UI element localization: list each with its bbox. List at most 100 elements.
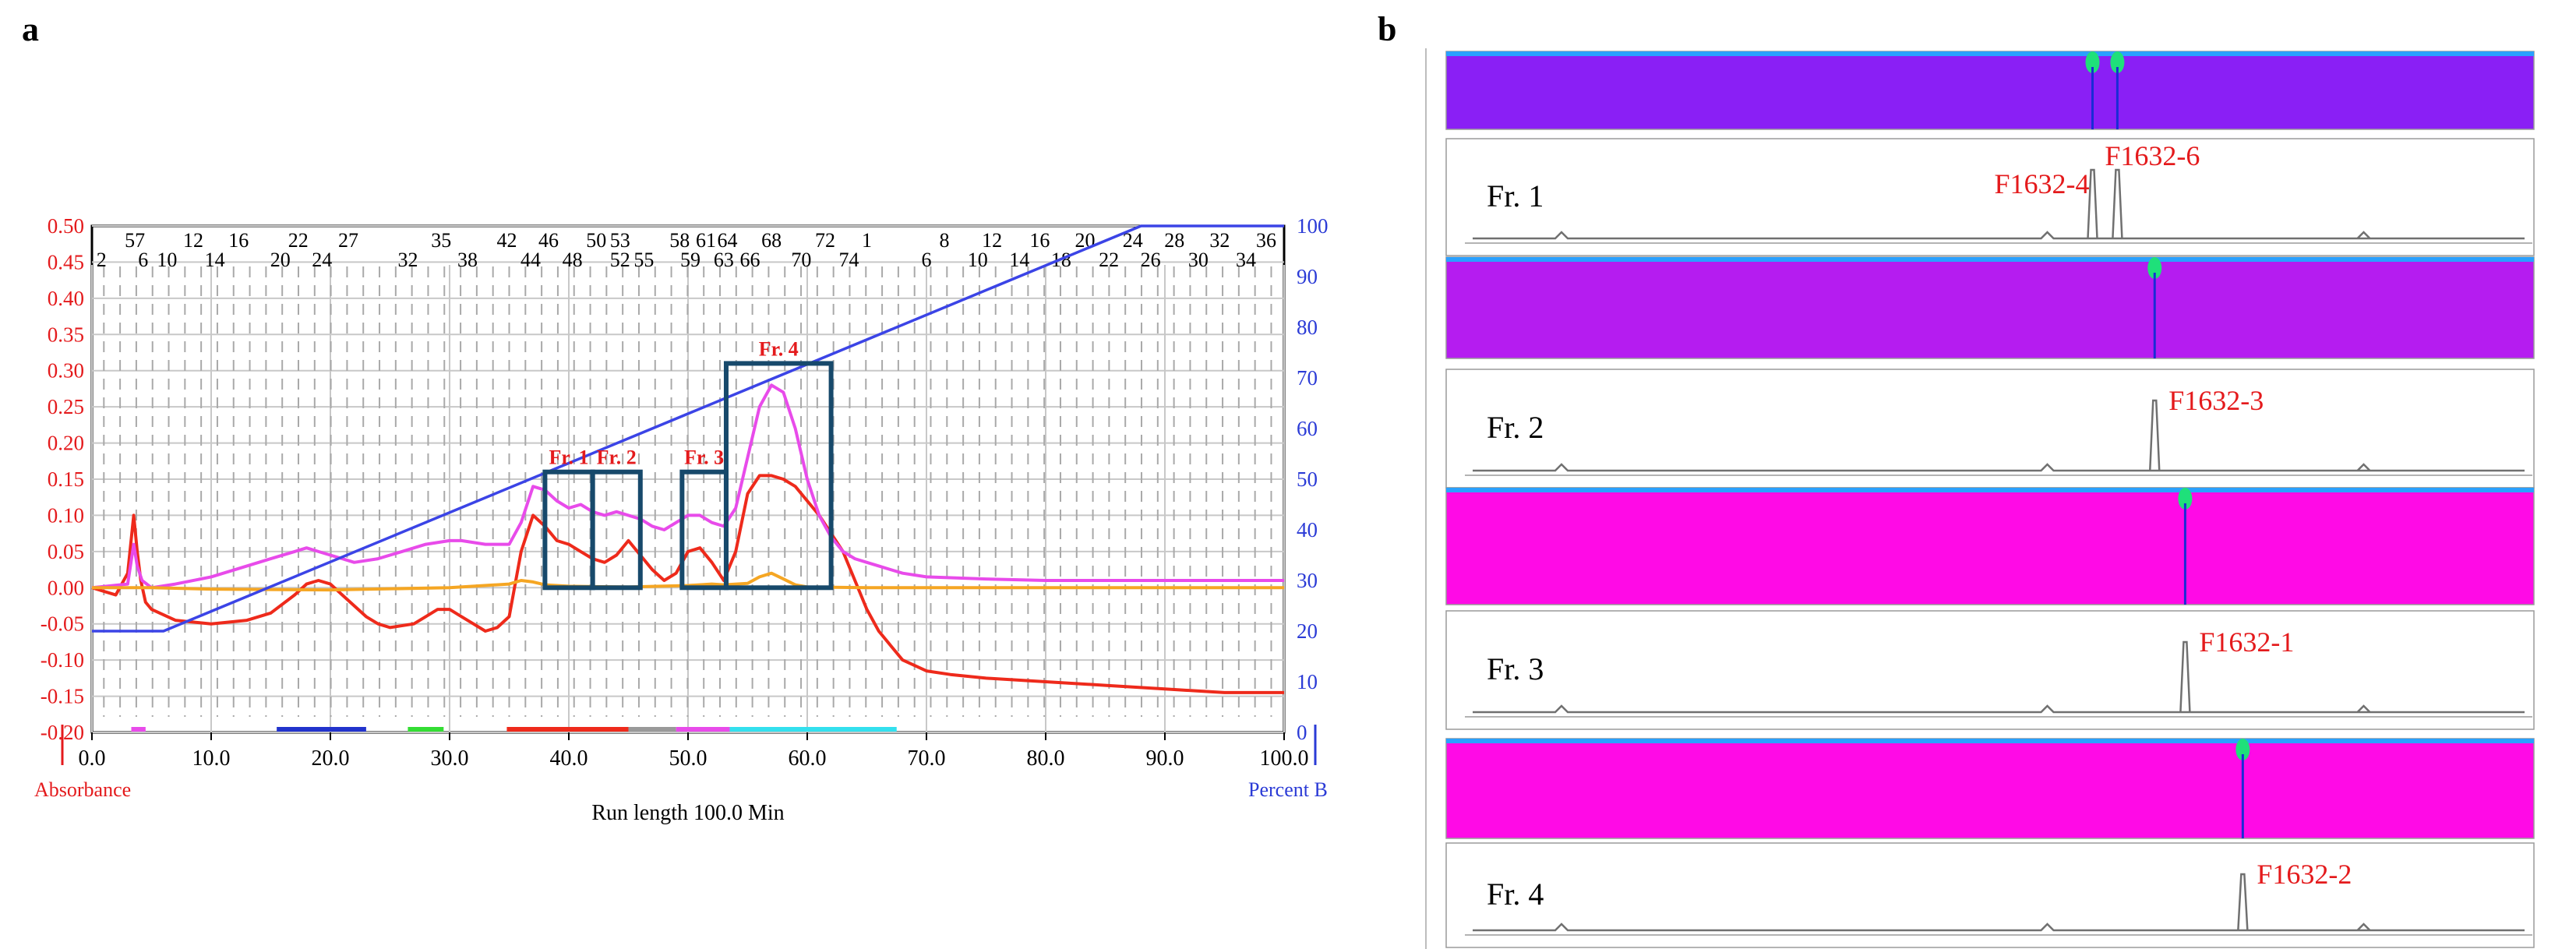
y-left-tick-label: -0.05 [41, 612, 84, 636]
y-right-tick-label: 50 [1297, 467, 1318, 491]
tube-label-bottom: 10 [968, 249, 988, 271]
y-left-tick-label: 0.15 [48, 467, 84, 491]
trace-line [1473, 640, 2525, 714]
tube-label-top: 28 [1164, 229, 1184, 252]
tube-label-top: 57 [125, 229, 145, 252]
tube-label-bottom: 20 [270, 249, 291, 271]
tube-label-top: 36 [1256, 229, 1276, 252]
y-right-tick-label: 0 [1297, 721, 1307, 744]
y-right-tick-label: 20 [1297, 619, 1318, 643]
tube-label-bottom: 59 [680, 249, 700, 271]
x-tick-label: 0.0 [79, 746, 106, 771]
fraction-box-label: Fr. 3 [684, 446, 724, 469]
y-left-tick-label: -0.10 [41, 648, 84, 672]
tube-label-bottom: 48 [563, 249, 583, 271]
heatmap-top-band [1446, 488, 2534, 492]
y-right-tick-label: 90 [1297, 265, 1318, 288]
tube-label-top: 72 [815, 229, 835, 252]
tube-label-top: 16 [228, 229, 249, 252]
tube-label-bottom: 32 [397, 249, 418, 271]
y-left-tick-label: 0.45 [48, 250, 84, 273]
fraction-name: Fr. 1 [1487, 178, 1544, 213]
y-left-tick-label: 0.10 [48, 503, 84, 527]
series-line-1 [91, 383, 1284, 590]
heatmap-peak-spot [2147, 257, 2162, 279]
x-tick-label: 100.0 [1260, 746, 1309, 771]
fraction-box [723, 361, 834, 591]
series-line-3 [92, 224, 1284, 633]
y-left-tick-label: 0.40 [48, 287, 84, 310]
trace-box [1445, 842, 2535, 948]
y-left-tick-label: 0.30 [48, 359, 84, 383]
trace-box [1445, 369, 2535, 489]
y-left-label: Absorbance [34, 778, 131, 801]
y-left-tick-label: 0.35 [48, 323, 84, 346]
tube-label-bottom: 70 [791, 249, 811, 271]
tube-label-top: 53 [610, 229, 630, 252]
x-tick-label: 60.0 [789, 746, 827, 771]
trace-line [1473, 873, 2525, 932]
trace-line [1473, 399, 2525, 472]
y-right-tick-label: 10 [1297, 670, 1318, 693]
panel-label-b: b [1378, 10, 1396, 48]
x-tick-label: 30.0 [431, 746, 469, 771]
y-left-tick-label: 0.05 [48, 540, 84, 563]
y-left-tick-label: 0.25 [48, 395, 84, 418]
tube-label-bottom: 52 [610, 249, 630, 271]
fraction-name: Fr. 4 [1487, 877, 1544, 912]
tube-label-bottom: 34 [1236, 249, 1256, 271]
tube-label-bottom: 14 [1009, 249, 1029, 271]
y-right-tick-label: 30 [1297, 569, 1318, 592]
heatmap-top-band [1446, 51, 2534, 56]
y-right-tick-label: 70 [1297, 366, 1318, 390]
heatmap-strip [1445, 256, 2535, 359]
x-axis-label: Run length 100.0 Min [591, 801, 784, 825]
heatmap-peak-spot [2178, 488, 2193, 510]
heatmap-top-band [1446, 739, 2534, 743]
x-tick-label: 70.0 [908, 746, 946, 771]
tube-label-bottom: 26 [1141, 249, 1161, 271]
tube-label-bottom: 10 [157, 249, 177, 271]
tube-label-top: 22 [288, 229, 309, 252]
tube-label-bottom: 74 [839, 249, 859, 271]
tube-label-bottom: 24 [312, 249, 332, 271]
peak-label: F1632-6 [2105, 140, 2200, 171]
fraction-box-label: Fr. 4 [759, 337, 799, 360]
y-right-tick-label: 40 [1297, 518, 1318, 542]
peak-label: F1632-2 [2257, 859, 2352, 890]
tube-markers: 57 12 16 22 27 35 42 46 50 53 58 61 64 68 72 1 8 12 16 20 24… [97, 229, 1276, 717]
heatmap-strip [1445, 738, 2535, 839]
tube-label-top: 68 [761, 229, 782, 252]
tube-label-top: 1 [862, 229, 872, 252]
trace-box [1445, 138, 2535, 256]
x-tick-label: 40.0 [550, 746, 588, 771]
heatmap-peak-spot [2110, 51, 2125, 73]
fraction-boxes: Fr. 1 Fr. 2 Fr. 3 Fr. 4 [542, 337, 834, 591]
peak-label: F1632-1 [2199, 626, 2294, 658]
panel-label-a: a [22, 10, 39, 48]
peak-label: F1632-3 [2168, 385, 2264, 416]
tube-label-top: 8 [939, 229, 949, 252]
x-tick-label: 90.0 [1146, 746, 1184, 771]
heatmap-peak-spot [2085, 51, 2100, 73]
tube-label-top: 50 [586, 229, 606, 252]
series-line-0 [91, 474, 1284, 694]
axes: 0.0 10.0 20.0 30.0 40.0 50.0 60.0 70.0 80.0 90.0 1… [41, 214, 1329, 771]
heatmap-top-band [1446, 257, 2534, 262]
tube-label-top: 46 [538, 229, 559, 252]
tube-label-top: 16 [1029, 229, 1050, 252]
x-tick-label: 20.0 [312, 746, 350, 771]
tube-label-bottom: 30 [1188, 249, 1209, 271]
fraction-box [590, 469, 643, 591]
peak-label: F1632-4 [1994, 168, 2089, 199]
tube-label-bottom: 44 [520, 249, 541, 271]
tube-label-bottom: 55 [633, 249, 654, 271]
x-tick-label: 80.0 [1027, 746, 1065, 771]
tube-label-bottom: 22 [1099, 249, 1119, 271]
fraction-box-label: Fr. 2 [597, 446, 637, 469]
tube-label-bottom: 2 [97, 249, 107, 271]
y-left-tick-label: -0.15 [41, 685, 84, 708]
y-left-tick-label: 0.50 [48, 214, 84, 238]
hplc-traces: Fr. 1 F1632-4 F1632-6 Fr. 2 F1632-3 Fr. 3 F163… [1425, 48, 2535, 949]
tube-label-top: 58 [669, 229, 690, 252]
